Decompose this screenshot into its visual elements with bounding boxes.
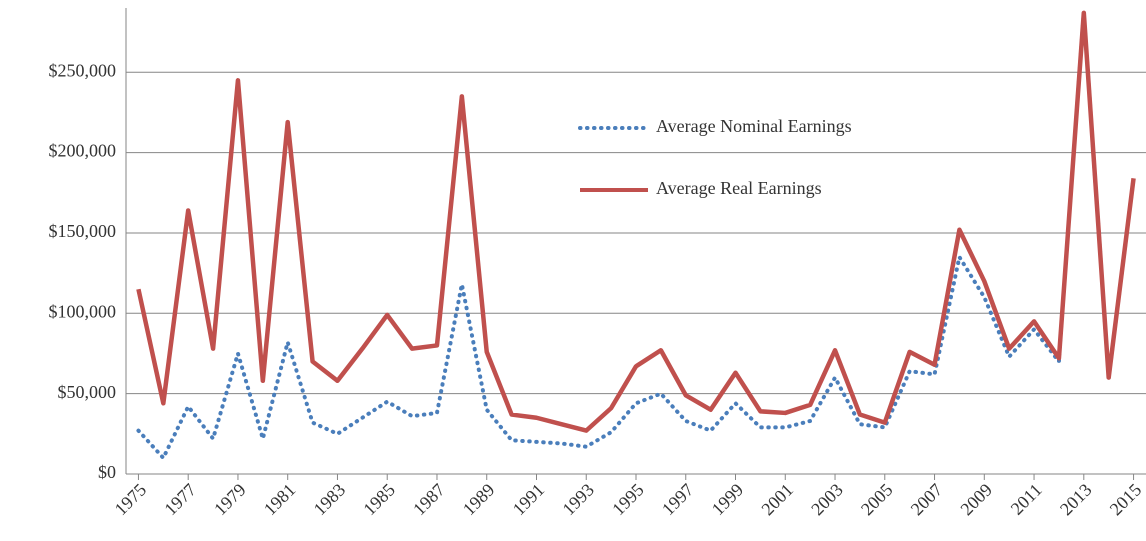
- y-tick-label: $50,000: [58, 382, 117, 402]
- x-tick-label: 2003: [807, 480, 847, 520]
- x-tick-label: 1997: [658, 480, 698, 520]
- x-tick-label: 1999: [708, 480, 748, 520]
- legend-label: Average Real Earnings: [656, 178, 822, 198]
- x-tick-label: 1993: [558, 480, 598, 520]
- y-tick-label: $100,000: [49, 301, 117, 321]
- x-tick-label: 2007: [907, 480, 947, 520]
- y-tick-label: $250,000: [49, 60, 117, 80]
- x-tick-label: 1985: [359, 480, 399, 520]
- x-tick-label: 2011: [1007, 480, 1046, 519]
- y-tick-label: $200,000: [49, 141, 117, 161]
- x-tick-label: 1977: [160, 480, 200, 520]
- x-tick-label: 1987: [409, 480, 449, 520]
- x-tick-label: 1995: [608, 480, 648, 520]
- series-line: [136, 10, 1136, 433]
- y-tick-label: $0: [98, 462, 116, 482]
- series-line: [136, 10, 1136, 460]
- x-tick-label: 1983: [310, 480, 350, 520]
- x-tick-label: 2009: [956, 480, 996, 520]
- x-tick-label: 2001: [757, 480, 797, 520]
- x-tick-label: 1989: [459, 480, 499, 520]
- x-tick-label: 1975: [111, 480, 151, 520]
- y-tick-label: $150,000: [49, 221, 117, 241]
- x-tick-label: 2015: [1106, 480, 1146, 520]
- x-tick-label: 1981: [260, 480, 300, 520]
- legend-label: Average Nominal Earnings: [656, 116, 852, 136]
- x-tick-label: 1991: [509, 480, 549, 520]
- x-tick-label: 2013: [1056, 480, 1096, 520]
- x-tick-label: 1979: [210, 480, 250, 520]
- x-tick-label: 2005: [857, 480, 897, 520]
